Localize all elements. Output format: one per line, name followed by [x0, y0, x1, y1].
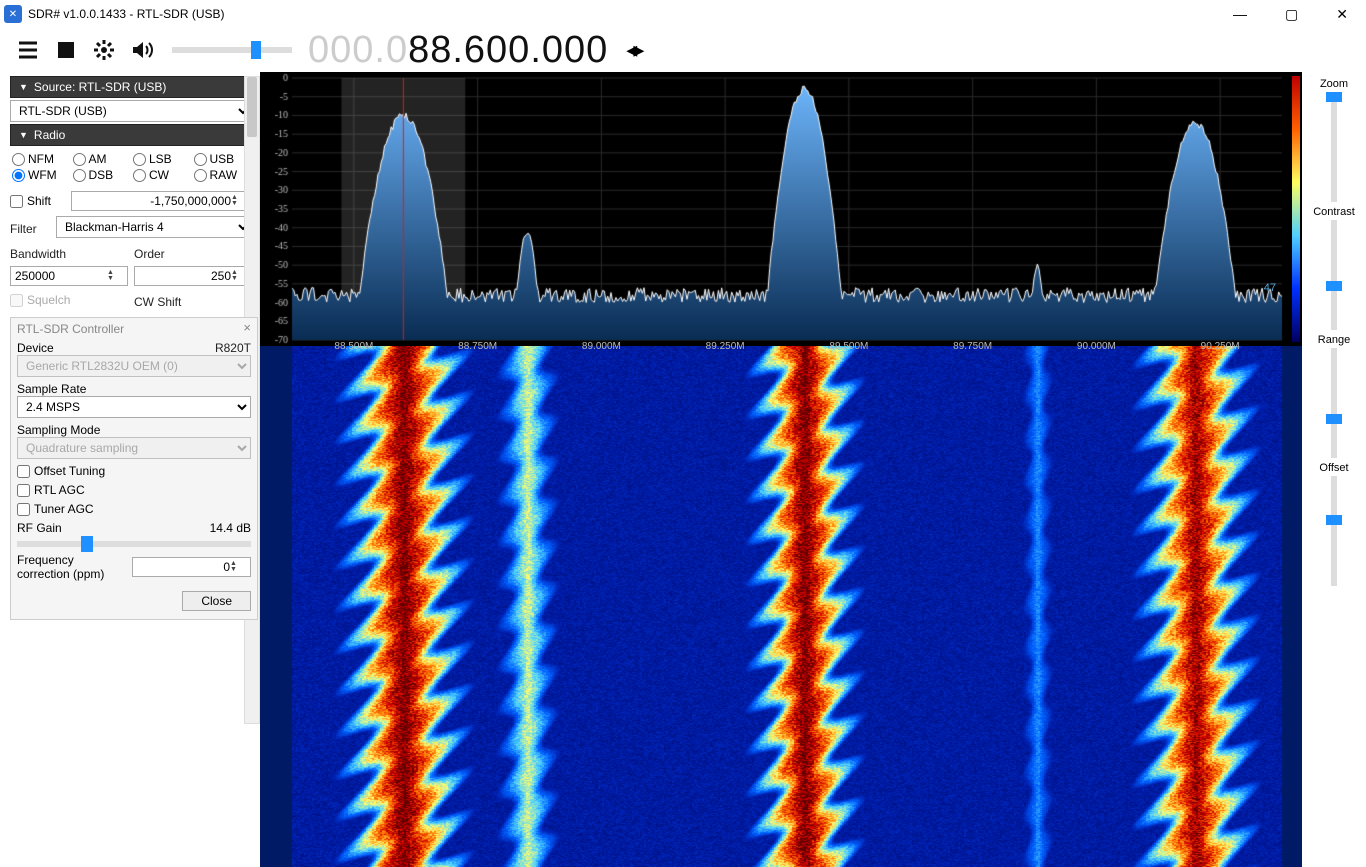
zoom-label: Zoom — [1320, 78, 1348, 90]
rtl-agc-checkbox[interactable]: RTL AGC — [17, 483, 251, 497]
filter-select[interactable]: Blackman-Harris 4 — [56, 216, 252, 238]
dialog-close-icon[interactable]: × — [243, 320, 251, 335]
collapse-icon: ▼ — [19, 130, 28, 140]
shift-value-input[interactable]: -1,750,000,000▲▼ — [71, 191, 252, 211]
menu-icon[interactable] — [14, 36, 42, 64]
waterfall-chart[interactable] — [260, 346, 1302, 867]
xaxis-tick: 89.000M — [582, 341, 621, 352]
mode-radio-wfm[interactable]: WFM — [12, 168, 69, 182]
dialog-title: RTL-SDR Controller — [17, 322, 251, 336]
spinner-icon[interactable]: ▲▼ — [230, 561, 246, 573]
order-input[interactable]: 250▲▼ — [134, 266, 252, 286]
app-icon: ✕ — [4, 5, 22, 23]
contrast-slider[interactable] — [1331, 220, 1337, 330]
order-label: Order — [134, 247, 252, 261]
minimize-button[interactable]: — — [1227, 6, 1253, 23]
mode-radio-lsb[interactable]: LSB — [133, 152, 190, 166]
offset-slider[interactable] — [1331, 476, 1337, 586]
device-value: R820T — [137, 341, 251, 355]
maximize-button[interactable]: ▢ — [1279, 6, 1304, 23]
contrast-label: Contrast — [1313, 206, 1355, 218]
rfgain-value: 14.4 dB — [137, 521, 251, 535]
mode-radio-usb[interactable]: USB — [194, 152, 251, 166]
xaxis-tick: 89.750M — [953, 341, 992, 352]
bandwidth-label: Bandwidth — [10, 247, 128, 261]
xaxis-tick: 88.750M — [458, 341, 497, 352]
xaxis-tick: 88.500M — [334, 341, 373, 352]
offset-label: Offset — [1319, 462, 1348, 474]
tuner-agc-checkbox[interactable]: Tuner AGC — [17, 502, 251, 516]
freq-step-arrows[interactable]: ◂▸ — [626, 37, 640, 63]
spectrum-chart[interactable] — [260, 72, 1302, 346]
settings-gear-icon[interactable] — [90, 36, 118, 64]
device-select[interactable]: Generic RTL2832U OEM (0) — [17, 355, 251, 377]
samplerate-label: Sample Rate — [17, 382, 251, 396]
samplerate-select[interactable]: 2.4 MSPS — [17, 396, 251, 418]
range-label: Range — [1318, 334, 1350, 346]
mode-radio-group: NFM AMLSB USB WFM DSBCW RAW — [10, 148, 252, 186]
spinner-icon[interactable]: ▲▼ — [107, 270, 123, 282]
close-button[interactable]: ✕ — [1330, 6, 1354, 23]
close-button[interactable]: Close — [182, 591, 251, 611]
mode-radio-am[interactable]: AM — [73, 152, 130, 166]
sampling-select[interactable]: Quadrature sampling — [17, 437, 251, 459]
shift-checkbox[interactable]: Shift — [10, 194, 65, 208]
freq-active-digits: 88.600.000 — [408, 29, 608, 71]
volume-icon[interactable] — [128, 36, 156, 64]
radio-panel-header[interactable]: ▼Radio — [10, 124, 252, 146]
source-panel-header[interactable]: ▼Source: RTL-SDR (USB) — [10, 76, 252, 98]
rfgain-label: RF Gain — [17, 521, 131, 535]
tune-slider[interactable] — [172, 47, 292, 53]
xaxis-tick: 90.250M — [1201, 341, 1240, 352]
mode-radio-dsb[interactable]: DSB — [73, 168, 130, 182]
spectrum-colorbar — [1292, 76, 1300, 342]
main-toolbar: 000.088.600.000 ◂▸ — [0, 28, 1366, 72]
cwshift-label: CW Shift — [134, 295, 252, 309]
xaxis-tick: 89.500M — [829, 341, 868, 352]
squelch-checkbox[interactable]: Squelch — [10, 293, 128, 307]
device-label: Device — [17, 341, 131, 355]
range-slider[interactable] — [1331, 348, 1337, 458]
rfgain-slider[interactable] — [17, 541, 251, 547]
offset-tuning-checkbox[interactable]: Offset Tuning — [17, 464, 251, 478]
mode-radio-raw[interactable]: RAW — [194, 168, 251, 182]
source-select[interactable]: RTL-SDR (USB) — [10, 100, 252, 122]
mode-radio-nfm[interactable]: NFM — [12, 152, 69, 166]
xaxis-tick: 90.000M — [1077, 341, 1116, 352]
db-readout: 47 — [1264, 282, 1276, 294]
freq-ghost-digits: 000.0 — [308, 29, 408, 71]
rtl-controller-dialog: RTL-SDR Controller × Device R820T Generic… — [10, 317, 258, 620]
right-slider-panel: Zoom Contrast Range Offset — [1302, 72, 1366, 728]
window-title: SDR# v1.0.0.1433 - RTL-SDR (USB) — [28, 7, 225, 21]
xaxis-tick: 89.250M — [706, 341, 745, 352]
mode-radio-cw[interactable]: CW — [133, 168, 190, 182]
bandwidth-input[interactable]: 250000▲▼ — [10, 266, 128, 286]
collapse-icon: ▼ — [19, 82, 28, 92]
freqcorr-label: Frequency correction (ppm) — [17, 553, 126, 581]
spectrum-area: 88.500M 88.750M 89.000M 89.250M 89.500M 89.75… — [260, 72, 1302, 728]
filter-label: Filter — [10, 222, 50, 236]
sampling-label: Sampling Mode — [17, 423, 251, 437]
freqcorr-input[interactable]: 0▲▼ — [132, 557, 251, 577]
frequency-display[interactable]: 000.088.600.000 — [308, 29, 608, 72]
zoom-slider[interactable] — [1331, 92, 1337, 202]
stop-icon[interactable] — [52, 36, 80, 64]
window-titlebar: ✕ SDR# v1.0.0.1433 - RTL-SDR (USB) — ▢ ✕ — [0, 0, 1366, 28]
left-sidebar: ▼Source: RTL-SDR (USB) RTL-SDR (USB) ▼Ra… — [0, 72, 260, 728]
